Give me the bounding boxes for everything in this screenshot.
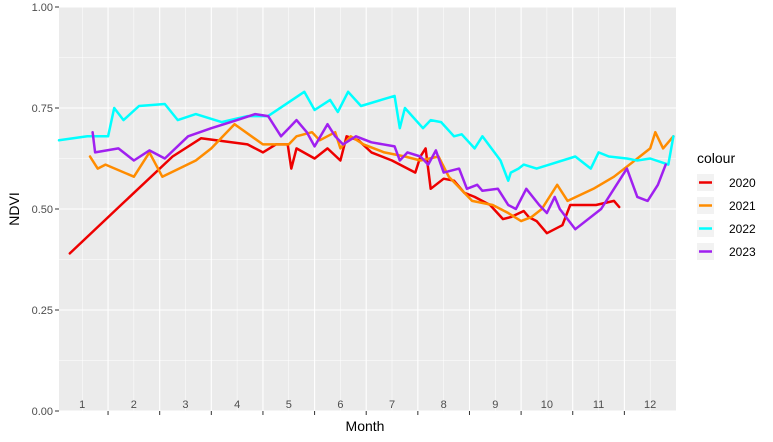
legend-label-2022: 2022 bbox=[729, 222, 756, 236]
month-label: 5 bbox=[286, 399, 292, 411]
y-axis: 0.00 0.25 0.50 0.75 1.00 bbox=[32, 2, 59, 418]
month-label: 10 bbox=[541, 399, 553, 411]
y-tick-label: 0.25 bbox=[32, 305, 53, 317]
legend-label-2023: 2023 bbox=[729, 245, 756, 259]
month-label: 2 bbox=[131, 399, 137, 411]
month-label: 11 bbox=[593, 399, 604, 411]
x-axis-title: Month bbox=[346, 418, 385, 434]
month-label: 3 bbox=[182, 399, 188, 411]
month-label: 6 bbox=[337, 399, 343, 411]
legend-title: colour bbox=[697, 150, 735, 166]
month-label: 1 bbox=[79, 399, 85, 411]
grid-major bbox=[59, 6, 676, 412]
legend: colour 2020 2021 2022 2023 bbox=[697, 150, 756, 260]
month-label: 12 bbox=[644, 399, 656, 411]
series-layer bbox=[57, 90, 675, 255]
legend-label-2020: 2020 bbox=[729, 176, 756, 190]
y-tick-label: 0.00 bbox=[32, 406, 53, 418]
y-axis-title: NDVI bbox=[6, 192, 22, 225]
y-tick-label: 0.75 bbox=[32, 103, 53, 115]
y-tick-label: 1.00 bbox=[32, 2, 53, 14]
month-label: 4 bbox=[234, 399, 240, 411]
series-line-2023 bbox=[91, 112, 667, 231]
x-axis: 1 2 3 4 5 6 7 8 9 10 11 12 bbox=[79, 399, 656, 415]
series-line-2022 bbox=[57, 90, 675, 182]
month-label: 9 bbox=[492, 399, 498, 411]
y-tick-label: 0.50 bbox=[32, 204, 53, 216]
legend-label-2021: 2021 bbox=[729, 199, 756, 213]
month-label: 7 bbox=[389, 399, 395, 411]
month-label: 8 bbox=[441, 399, 447, 411]
